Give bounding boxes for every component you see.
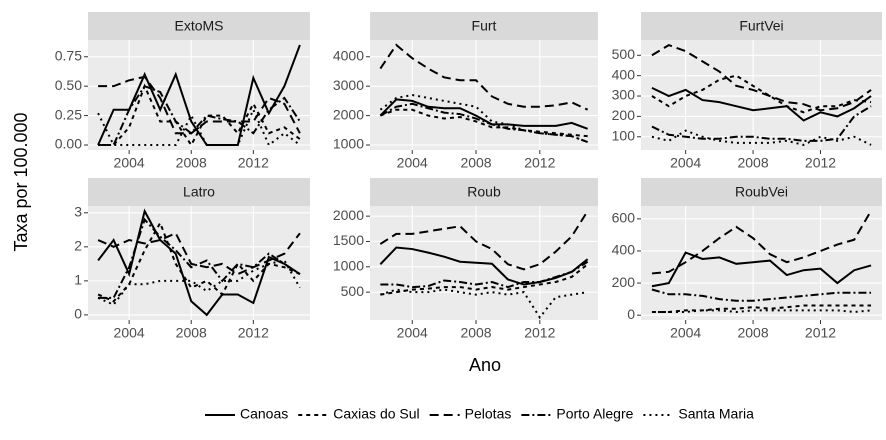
y-tick-label: 3 bbox=[74, 204, 82, 220]
series-line: Porto Alegre bbox=[379, 102, 588, 143]
x-tick-label: 2008 bbox=[460, 325, 491, 341]
strip-title: Roub bbox=[467, 184, 501, 200]
x-tick-label: 2008 bbox=[460, 155, 491, 171]
y-tick-label: 4000 bbox=[333, 47, 364, 63]
y-tick-label: 400 bbox=[612, 66, 636, 82]
y-tick-label: 2000 bbox=[333, 106, 364, 122]
series-line: Santa Maria bbox=[651, 309, 872, 313]
series-line: Santa Maria bbox=[97, 259, 301, 306]
y-tick-label: 200 bbox=[612, 274, 636, 290]
series-line: Santa Maria bbox=[651, 129, 872, 146]
y-tick-label: 2 bbox=[74, 238, 82, 254]
series-line: Porto Alegre bbox=[651, 288, 872, 302]
y-tick-label: 1 bbox=[74, 272, 82, 288]
y-tick-label: 500 bbox=[612, 46, 636, 62]
x-tick-label: 2012 bbox=[238, 155, 269, 171]
series-line: Caxias do Sul bbox=[651, 74, 872, 114]
series-line: Pelotas bbox=[97, 231, 301, 276]
series-line: Canoas bbox=[651, 251, 872, 288]
y-tick-label: 2000 bbox=[333, 207, 364, 223]
strip bbox=[88, 178, 310, 206]
legend-label: Pelotas bbox=[465, 406, 512, 422]
legend-label: Santa Maria bbox=[678, 406, 754, 422]
y-tick-label: 0.25 bbox=[55, 106, 82, 122]
series-line: Canoas bbox=[379, 98, 588, 130]
series-line: Pelotas bbox=[98, 75, 301, 135]
x-tick-label: 2008 bbox=[737, 325, 768, 341]
series-line: Canoas bbox=[97, 44, 301, 146]
strip bbox=[370, 12, 598, 40]
strip-title: RoubVei bbox=[735, 184, 788, 200]
y-tick-label: 500 bbox=[341, 283, 365, 299]
legend-label: Canoas bbox=[240, 406, 288, 422]
x-tick-label: 2012 bbox=[805, 325, 836, 341]
series-line: Porto Alegre bbox=[651, 105, 872, 142]
series-line: Pelotas bbox=[651, 43, 872, 112]
y-tick-label: 0 bbox=[74, 306, 82, 322]
y-tick-label: 3000 bbox=[333, 77, 364, 93]
x-tick-label: 2008 bbox=[176, 325, 207, 341]
x-tick-label: 2004 bbox=[114, 155, 145, 171]
panel bbox=[641, 40, 882, 150]
series-line: Canoas bbox=[97, 208, 301, 317]
x-tick-label: 2004 bbox=[670, 325, 701, 341]
y-tick-label: 600 bbox=[612, 210, 636, 226]
strip bbox=[370, 178, 598, 206]
x-tick-label: 2012 bbox=[524, 325, 555, 341]
x-tick-label: 2004 bbox=[397, 325, 428, 341]
x-axis-title: Ano bbox=[469, 355, 501, 375]
strip bbox=[641, 178, 882, 206]
x-tick-label: 2004 bbox=[114, 325, 145, 341]
y-tick-label: 0.50 bbox=[55, 77, 82, 93]
y-tick-label: 1500 bbox=[333, 232, 364, 248]
panel bbox=[641, 206, 882, 320]
legend-label: Caxias do Sul bbox=[333, 406, 419, 422]
x-tick-label: 2008 bbox=[176, 155, 207, 171]
panel bbox=[88, 206, 310, 320]
x-tick-label: 2008 bbox=[737, 155, 768, 171]
x-tick-label: 2004 bbox=[670, 155, 701, 171]
y-tick-label: 100 bbox=[612, 127, 636, 143]
legend-label: Porto Alegre bbox=[556, 406, 633, 422]
series-line: Porto Alegre bbox=[380, 260, 589, 289]
strip-title: Latro bbox=[183, 184, 215, 200]
y-tick-label: 200 bbox=[612, 107, 636, 123]
y-tick-label: 0 bbox=[627, 306, 635, 322]
series-line: Caxias do Sul bbox=[380, 263, 589, 296]
series-line: Porto Alegre bbox=[98, 84, 301, 146]
series-line: Santa Maria bbox=[97, 107, 301, 147]
series-line: Pelotas bbox=[379, 210, 589, 271]
y-tick-label: 400 bbox=[612, 242, 636, 258]
strip-title: ExtoMS bbox=[174, 18, 223, 34]
y-tick-label: 0.00 bbox=[55, 136, 82, 152]
series-line: Pelotas bbox=[651, 210, 872, 275]
strip bbox=[641, 12, 882, 40]
series-line: Canoas bbox=[651, 86, 872, 122]
series-line: Caxias do Sul bbox=[98, 83, 301, 147]
x-tick-label: 2012 bbox=[524, 155, 555, 171]
x-tick-label: 2012 bbox=[805, 155, 836, 171]
series-line: Pelotas bbox=[379, 43, 589, 111]
x-tick-label: 2004 bbox=[397, 155, 428, 171]
x-tick-label: 2012 bbox=[238, 325, 269, 341]
y-tick-label: 1000 bbox=[333, 136, 364, 152]
y-tick-label: 0.75 bbox=[55, 47, 82, 63]
y-axis-title: Taxa por 100.000 bbox=[11, 112, 31, 251]
series-line: Caxias do Sul bbox=[380, 108, 588, 138]
strip-title: Furt bbox=[472, 18, 497, 34]
strip-title: FurtVei bbox=[739, 18, 783, 34]
strip bbox=[88, 12, 310, 40]
y-tick-label: 1000 bbox=[333, 258, 364, 274]
y-tick-label: 300 bbox=[612, 87, 636, 103]
